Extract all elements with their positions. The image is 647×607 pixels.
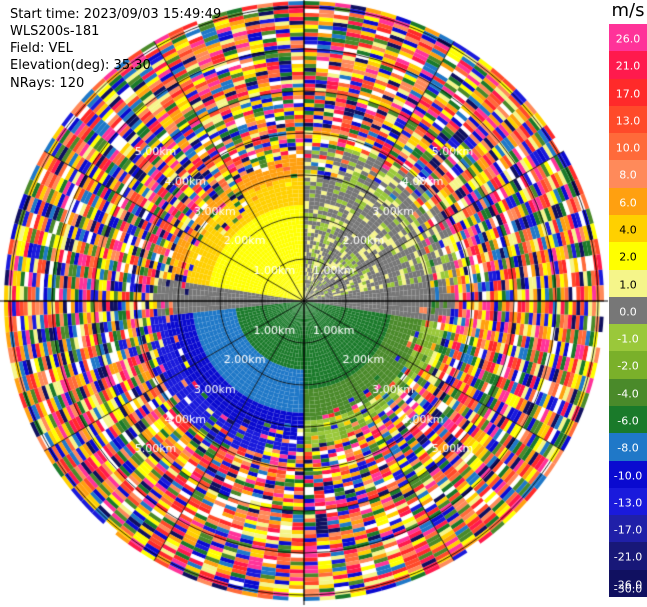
velocity-colorbar: 26.0 21.0 17.0 13.0 10.0 8.0 6.0 4.0 2.0 1.0 0.0 -1… [609,24,647,598]
colorbar-tick-label: -6.0 [617,414,639,428]
colorbar-tick-label: 26.0 [615,32,641,46]
scan-info: Start time: 2023/09/03 15:49:49 WLS200s-… [10,6,221,92]
colorbar-segment [609,324,647,352]
colorbar-tick-label: 10.0 [615,141,641,155]
colorbar-segment [609,215,647,243]
colorbar-segment [609,51,647,80]
colorbar-tick-label: 1.0 [619,278,637,292]
colorbar-tick-label: -2.0 [617,359,639,373]
colorbar-segment [609,569,647,598]
colorbar-tick-label: -30.0 [613,582,643,596]
colorbar-tick-label: -1.0 [617,332,639,346]
colorbar-tick-label: -4.0 [617,387,639,401]
instrument-label: WLS200s-181 [10,24,100,39]
colorbar-segment [609,269,647,298]
colorbar-tick-label: 4.0 [619,223,637,237]
colorbar-segment [609,187,647,216]
colorbar-tick-label: 0.0 [619,305,637,319]
colorbar-tick-label: 6.0 [619,196,637,210]
colorbar-tick-label: -13.0 [613,496,643,510]
colorbar-segment [609,105,647,134]
colorbar-tick-label: -26.0 [613,578,643,592]
start-time-label: Start time: 2023/09/03 15:49:49 [10,7,222,22]
colorbar-tick-label: -10.0 [613,469,643,483]
elevation-label: Elevation(deg): 35.30 [10,58,151,73]
colorbar-tick-label: -17.0 [613,523,643,537]
colorbar-tick-label: 21.0 [615,59,641,73]
colorbar-segment [609,296,647,325]
colorbar-segment [609,460,647,489]
colorbar-segment [609,433,647,462]
colorbar-tick-label: 2.0 [619,250,637,264]
colorbar-segment [609,78,647,107]
colorbar-tick-label: -8.0 [617,441,639,455]
colorbar-segment [609,542,647,571]
colorbar-segment [609,133,647,161]
nrays-label: NRays: 120 [10,76,85,91]
colorbar-tick-label: 13.0 [615,114,641,128]
field-label: Field: VEL [10,41,73,56]
colorbar-tick-label: -21.0 [613,550,643,564]
colorbar-unit-label: m/s [611,0,645,21]
colorbar-segment [609,351,647,380]
colorbar-segment [609,406,647,434]
colorbar-tick-label: 8.0 [619,168,637,182]
colorbar-segment [609,487,647,516]
colorbar-segment [609,515,647,543]
colorbar-segment [609,242,647,271]
colorbar-segment [609,378,647,407]
colorbar-segment [609,160,647,189]
colorbar-tick-label: 17.0 [615,87,641,101]
colorbar-segment [609,24,647,52]
